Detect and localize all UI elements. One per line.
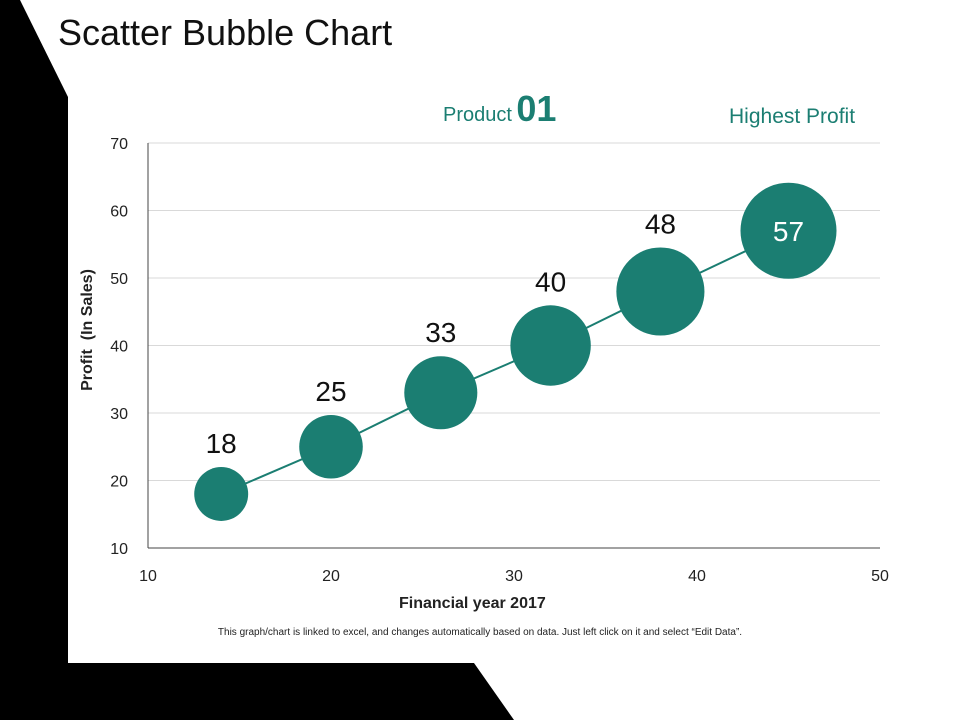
y-tick-label: 60 bbox=[110, 204, 128, 221]
bubble-33 bbox=[404, 356, 478, 430]
data-label-57: 57 bbox=[773, 216, 804, 247]
data-label-40: 40 bbox=[535, 266, 566, 297]
data-label-18: 18 bbox=[206, 428, 237, 459]
data-labels: 18 25 33 40 48 57 bbox=[206, 208, 804, 459]
x-tick-label: 50 bbox=[871, 568, 889, 585]
bubbles bbox=[194, 182, 837, 521]
footnote: This graph/chart is linked to excel, and… bbox=[217, 627, 743, 638]
product-annotation: Product 01 bbox=[443, 88, 556, 130]
y-tick-label: 30 bbox=[110, 406, 128, 423]
axes: 10 20 30 40 50 60 70 10 20 30 40 50 bbox=[110, 136, 889, 585]
y-tick-label: 40 bbox=[110, 339, 128, 356]
bubble-25 bbox=[299, 414, 363, 479]
page-title: Scatter Bubble Chart bbox=[58, 12, 393, 53]
highest-profit-annotation: Highest Profit bbox=[729, 105, 856, 128]
product-word: Product bbox=[443, 104, 512, 126]
data-label-48: 48 bbox=[645, 208, 676, 239]
bubble-57 bbox=[740, 182, 837, 279]
y-tick-label: 20 bbox=[110, 474, 128, 491]
x-tick-label: 10 bbox=[139, 568, 157, 585]
data-label-25: 25 bbox=[315, 376, 346, 407]
grid-lines bbox=[148, 142, 880, 481]
y-tick-label: 10 bbox=[110, 541, 128, 558]
left-black-panel bbox=[0, 0, 68, 663]
product-number: 01 bbox=[516, 88, 557, 129]
bubble-48 bbox=[616, 247, 705, 336]
y-tick-label: 70 bbox=[110, 136, 128, 153]
x-tick-label: 30 bbox=[505, 568, 523, 585]
x-axis-title: Financial year 2017 bbox=[399, 595, 546, 612]
bubble-40 bbox=[510, 305, 591, 386]
y-axis-title: Profit (In Sales) bbox=[79, 269, 96, 391]
bubble-18 bbox=[194, 467, 249, 521]
x-tick-label: 40 bbox=[688, 568, 706, 585]
bottom-black-panel bbox=[0, 663, 514, 720]
data-label-33: 33 bbox=[425, 317, 456, 348]
x-tick-label: 20 bbox=[322, 568, 340, 585]
y-tick-label: 50 bbox=[110, 271, 128, 288]
